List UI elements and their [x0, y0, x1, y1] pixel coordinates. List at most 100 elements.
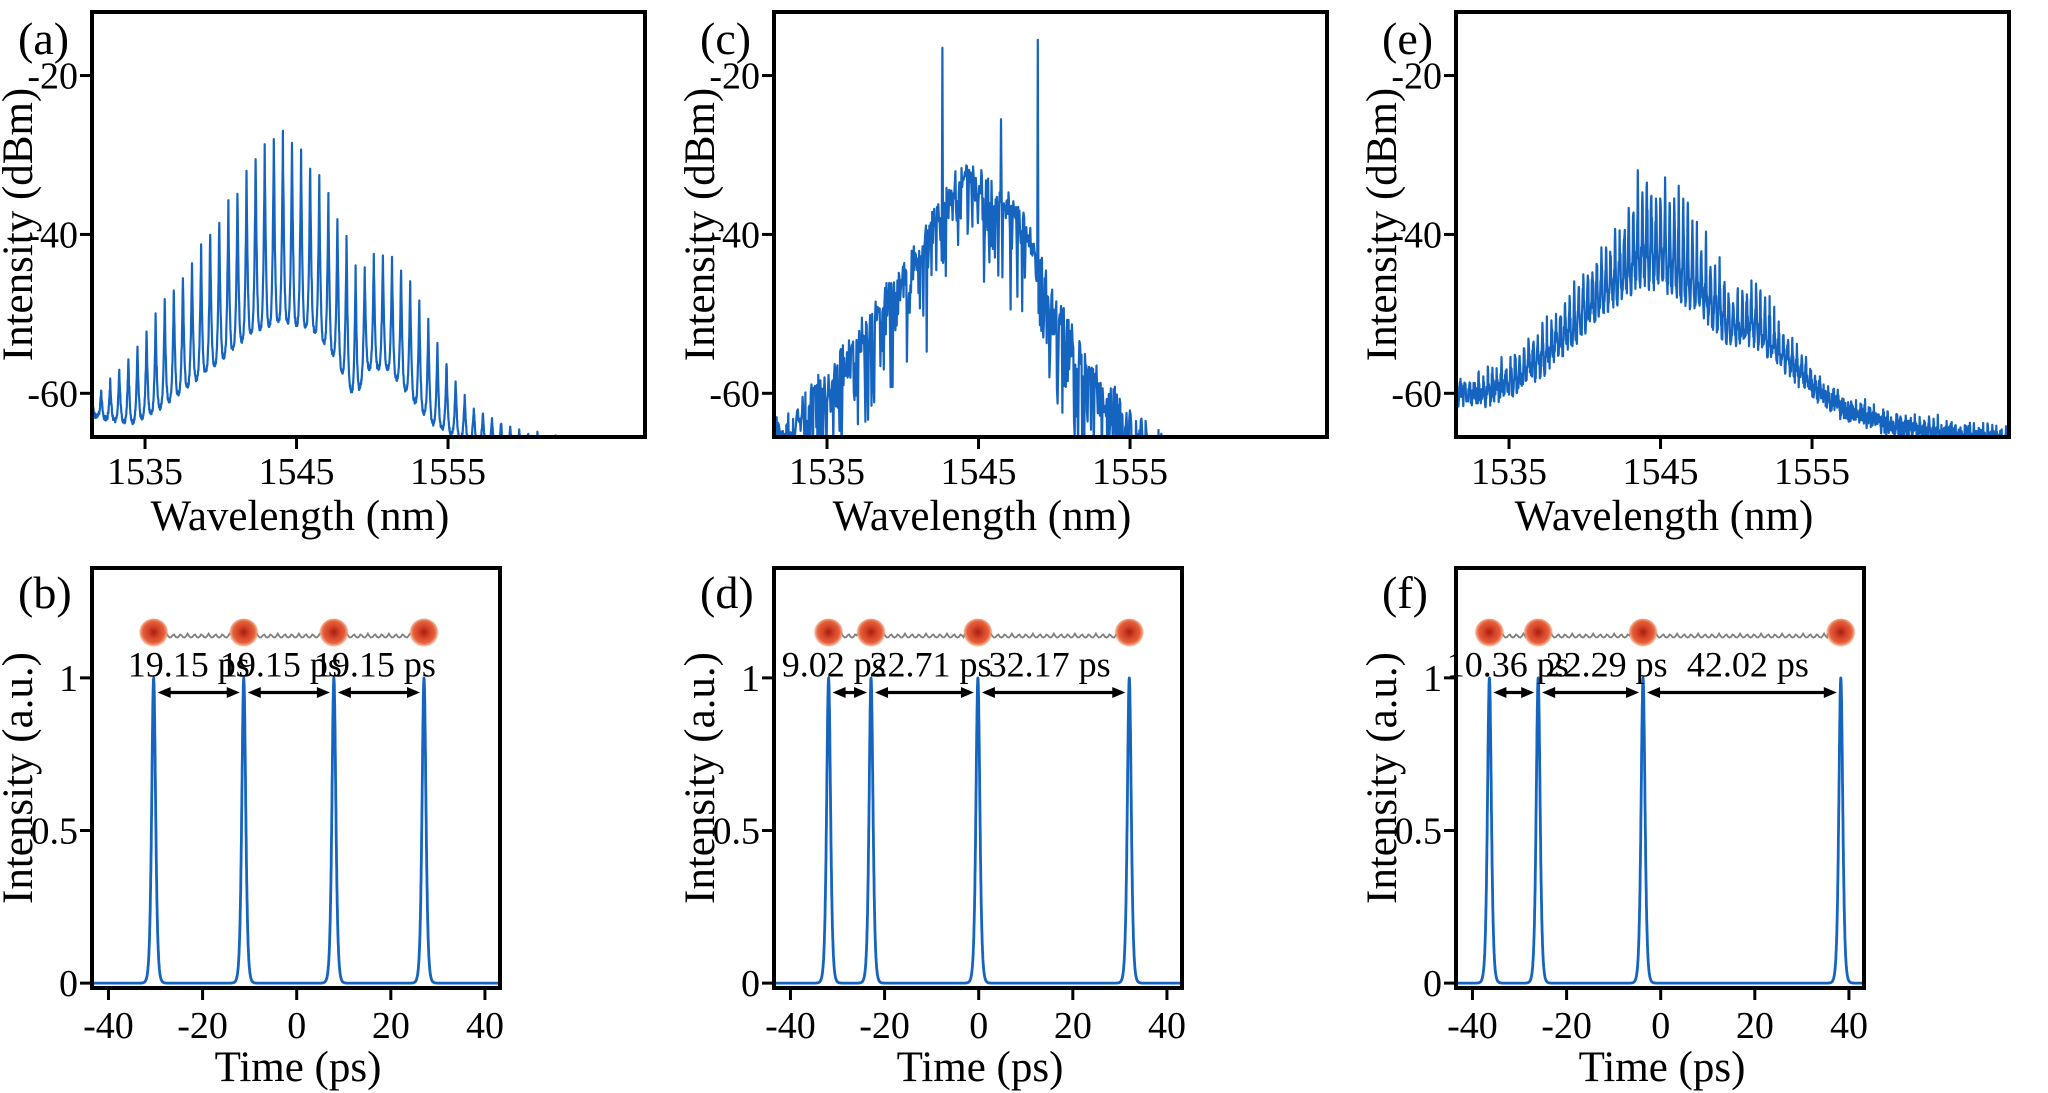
soliton-ball-icon — [409, 618, 439, 649]
soliton-ball-icon — [856, 618, 887, 649]
axis-b: -40 -20 0 20 40 0 0.5 1 Time (ps) Intensity (a.u.… — [0, 566, 504, 1091]
x-tick-label: 1545 — [941, 451, 1017, 493]
spectrum-trace — [1456, 169, 2009, 437]
axis-box — [1454, 566, 1866, 990]
y-tick-label: -20 — [1391, 56, 1442, 98]
y-axis-title: Intensity (dBm) — [682, 88, 724, 362]
y-tick-label: -60 — [27, 373, 78, 415]
panel-e: 1535 1545 1555 -20 -40 -60 Wavelength (nm) Inte… — [1364, 0, 2048, 560]
spring-icon — [883, 631, 966, 639]
panel-a-chart: 1535 1545 1555 -20 -40 -60 Wavelength (nm) Inte… — [0, 10, 647, 540]
panel-b: 19.15 ps 19.15 ps 19.15 ps -40 -20 0 20 40 0 0.5 1… — [0, 560, 682, 1093]
x-tick-label: 40 — [1830, 1005, 1868, 1047]
arrowhead-right-icon — [854, 687, 868, 699]
panel-letter: (f) — [1382, 567, 1428, 618]
arrowhead-right-icon — [407, 687, 420, 699]
x-tick-label: 1545 — [259, 451, 335, 493]
x-tick-label: 1555 — [1774, 451, 1850, 493]
x-tick-label: 1555 — [1092, 451, 1168, 493]
arrowhead-left-icon — [832, 687, 846, 699]
y-tick-label: 0 — [741, 963, 760, 1005]
arrowhead-left-icon — [875, 687, 889, 699]
axis-box — [772, 10, 1329, 439]
spectrum-trace — [774, 38, 1163, 437]
plot-area-d — [774, 676, 1182, 985]
x-tick-label: 1535 — [107, 451, 183, 493]
plot-area-a — [92, 129, 574, 437]
soliton-ball-icon — [228, 618, 259, 649]
axis-c: 1535 1545 1555 -20 -40 -60 Wavelength (nm) Inte… — [682, 10, 1329, 540]
panel-letter: (c) — [700, 13, 751, 64]
arrowhead-left-icon — [337, 687, 351, 699]
panel-letter: (e) — [1382, 13, 1433, 64]
panel-letter: (a) — [18, 13, 69, 64]
x-tick-label: 20 — [1054, 1005, 1092, 1047]
plot-area-b — [92, 676, 500, 985]
separation-label: 32.17 ps — [989, 644, 1111, 684]
x-tick-label: 20 — [372, 1005, 410, 1047]
separation-label: 22.71 ps — [869, 644, 991, 684]
y-tick-label: -60 — [709, 373, 760, 415]
spring-icon — [346, 631, 412, 639]
x-tick-label: -40 — [765, 1005, 816, 1047]
soliton-ball-icon — [1628, 618, 1659, 649]
y-tick-label: 0 — [59, 963, 78, 1005]
arrowhead-left-icon — [981, 687, 995, 699]
arrowhead-left-icon — [247, 687, 261, 699]
plot-area-e — [1456, 169, 2009, 437]
separation-label: 19.15 ps — [314, 644, 436, 684]
spectrum-trace — [92, 129, 574, 437]
soliton-ball-icon — [1474, 618, 1505, 649]
y-tick-label: -20 — [709, 56, 760, 98]
separation-label: 42.02 ps — [1687, 644, 1809, 684]
spring-icon — [990, 631, 1118, 639]
y-axis-title: Intensity (dBm) — [1364, 88, 1406, 362]
axis-f: -40 -20 0 20 40 0 0.5 1 Time (ps) Intensity (a.u.… — [1364, 566, 1868, 1091]
arrowhead-right-icon — [960, 687, 974, 699]
y-tick-label: -40 — [1391, 214, 1442, 256]
separation-label: 19.15 ps — [220, 644, 342, 684]
plot-area-f — [1456, 676, 1864, 985]
soliton-ball-icon — [1114, 618, 1145, 649]
axis-d: -40 -20 0 20 40 0 0.5 1 Time (ps) Intensity (a.u.… — [682, 566, 1186, 1091]
x-axis-title: Time (ps) — [897, 1044, 1064, 1091]
separation-label: 9.02 ps — [782, 644, 886, 684]
x-tick-label: -20 — [177, 1005, 228, 1047]
y-axis-title: Intensity (a.u.) — [682, 652, 724, 904]
y-tick-label: -40 — [27, 214, 78, 256]
axis-box — [1454, 10, 2011, 439]
y-axis-title: Intensity (a.u.) — [0, 652, 42, 904]
x-tick-label: 1535 — [789, 451, 865, 493]
soliton-ball-icon — [1825, 618, 1856, 649]
x-tick-label: -20 — [859, 1005, 910, 1047]
arrowhead-right-icon — [1823, 687, 1837, 699]
arrowhead-right-icon — [226, 687, 240, 699]
x-tick-label: -40 — [83, 1005, 134, 1047]
x-tick-label: 20 — [1736, 1005, 1774, 1047]
y-tick-label: 1 — [59, 658, 78, 700]
arrowhead-left-icon — [1647, 687, 1661, 699]
axis-e: 1535 1545 1555 -20 -40 -60 Wavelength (nm) Inte… — [1364, 10, 2011, 540]
spring-icon — [1655, 631, 1829, 640]
y-tick-label: 0 — [1423, 963, 1442, 1005]
axis-box — [772, 566, 1184, 990]
y-axis-title: Intensity (a.u.) — [1364, 652, 1406, 904]
spring-icon — [256, 631, 321, 639]
separation-label: 10.36 ps — [1447, 644, 1569, 684]
spring-icon — [1501, 631, 1527, 639]
y-tick-label: 1 — [1423, 658, 1442, 700]
axis-box — [90, 566, 502, 990]
y-tick-label: 0.5 — [31, 811, 79, 853]
arrowhead-right-icon — [316, 687, 330, 699]
pulse-trace — [774, 676, 1182, 985]
spring-icon — [164, 631, 231, 639]
pulse-trace — [92, 676, 500, 985]
x-tick-label: -40 — [1447, 1005, 1498, 1047]
arrowhead-right-icon — [1626, 687, 1640, 699]
axis-box — [90, 10, 647, 439]
